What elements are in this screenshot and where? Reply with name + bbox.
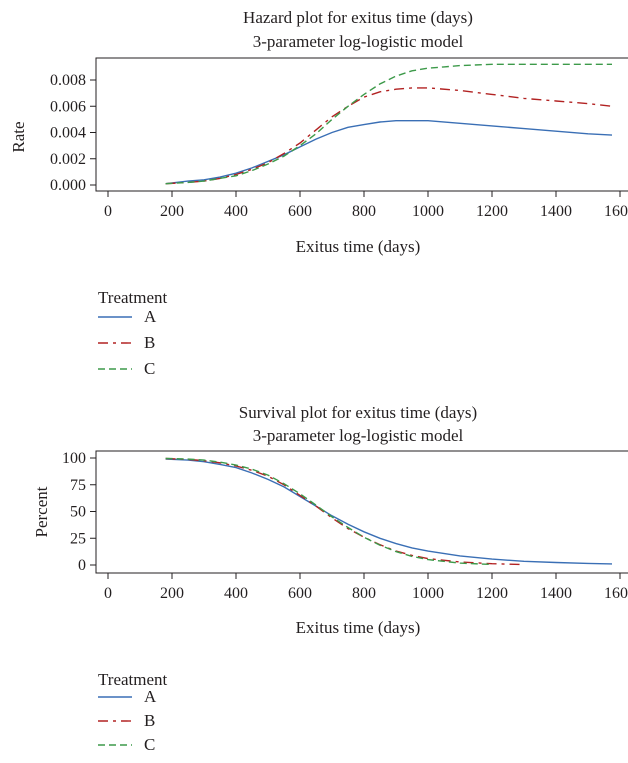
- hazard-x-tick-label: 1000: [412, 203, 444, 220]
- survival-y-tick-label: 100: [62, 450, 86, 467]
- hazard-series-a-line: [165, 120, 613, 185]
- hazard-y-tick-label: 0.002: [50, 151, 86, 168]
- survival-title: Survival plot for exitus time (days): [239, 403, 477, 422]
- hazard-y-ticks: 0.000 0.002 0.004 0.006 0.008: [50, 72, 96, 194]
- survival-plot-frame: [95, 450, 628, 574]
- hazard-lines: [165, 63, 613, 185]
- survival-legend-label-c: C: [144, 735, 155, 754]
- hazard-x-tick-label: 1200: [476, 203, 508, 220]
- survival-legend-label-a: A: [144, 687, 157, 706]
- survival-x-tick-label: 1400: [540, 585, 572, 602]
- survival-x-tick-label: 1000: [412, 585, 444, 602]
- survival-legend: Treatment ABC: [98, 670, 168, 754]
- hazard-chart: Hazard plot for exitus time (days) 3-par…: [9, 8, 628, 378]
- hazard-series-b-line: [165, 87, 613, 185]
- survival-series-a-line: [165, 458, 613, 565]
- hazard-y-tick-label: 0.000: [50, 177, 86, 194]
- survival-y-tick-label: 75: [70, 477, 86, 494]
- hazard-subtitle: 3-parameter log-logistic model: [253, 32, 464, 51]
- hazard-x-tick-label: 600: [288, 203, 312, 220]
- hazard-y-tick-label: 0.006: [50, 98, 86, 115]
- survival-x-tick-label: 400: [224, 585, 248, 602]
- hazard-x-axis-label: Exitus time (days): [296, 237, 421, 256]
- survival-y-axis-label: Percent: [32, 486, 51, 537]
- survival-series-c-line: [165, 457, 493, 566]
- survival-x-axis-label: Exitus time (days): [296, 618, 421, 637]
- survival-y-ticks: 0 25 50 75 100: [62, 450, 96, 574]
- survival-chart: Survival plot for exitus time (days) 3-p…: [32, 403, 628, 754]
- survival-y-tick-label: 25: [70, 530, 86, 547]
- survival-x-tick-label: 600: [288, 585, 312, 602]
- hazard-y-tick-label: 0.004: [50, 125, 86, 142]
- survival-y-tick-label: 0: [78, 557, 86, 574]
- hazard-y-axis-label: Rate: [9, 121, 28, 152]
- hazard-legend: Treatment ABC: [98, 288, 168, 378]
- survival-x-tick-label: 200: [160, 585, 184, 602]
- survival-legend-title: Treatment: [98, 670, 168, 689]
- hazard-legend-title: Treatment: [98, 288, 168, 307]
- survival-x-tick-label: 0: [104, 585, 112, 602]
- hazard-x-tick-label: 0: [104, 203, 112, 220]
- hazard-x-tick-label: 1400: [540, 203, 572, 220]
- hazard-x-tick-label: 800: [352, 203, 376, 220]
- hazard-legend-label-a: A: [144, 307, 157, 326]
- survival-legend-label-b: B: [144, 711, 155, 730]
- hazard-legend-label-b: B: [144, 333, 155, 352]
- survival-subtitle: 3-parameter log-logistic model: [253, 426, 464, 445]
- hazard-legend-label-c: C: [144, 359, 155, 378]
- hazard-x-tick-label: 400: [224, 203, 248, 220]
- survival-lines: [165, 457, 613, 566]
- survival-x-tick-label: 1200: [476, 585, 508, 602]
- hazard-title: Hazard plot for exitus time (days): [243, 8, 473, 27]
- survival-series-b-line: [165, 457, 525, 566]
- hazard-y-tick-label: 0.008: [50, 72, 86, 89]
- hazard-series-c-line: [165, 63, 612, 185]
- survival-x-tick-label: 800: [352, 585, 376, 602]
- survival-y-tick-label: 50: [70, 504, 86, 521]
- hazard-x-tick-label: 200: [160, 203, 184, 220]
